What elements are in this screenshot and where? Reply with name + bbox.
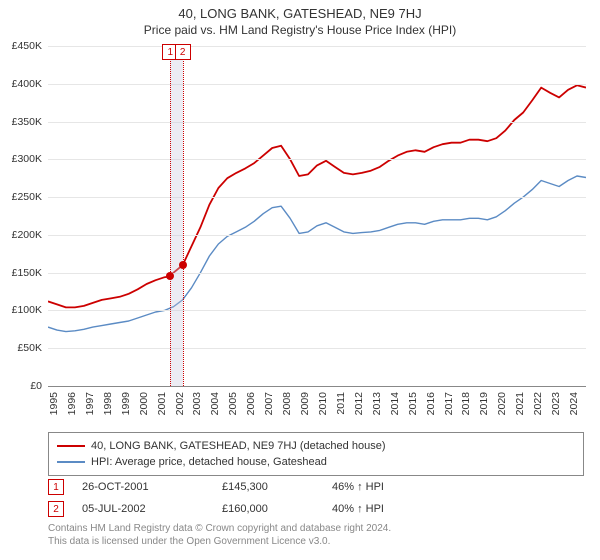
legend-item: HPI: Average price, detached house, Gate… [57, 454, 575, 470]
gridline [48, 84, 586, 85]
x-axis: 1995 1996 1997 1998 1999 2000 2001 2002 2003 2004… [48, 388, 586, 436]
x-tick-label: 2001 [156, 392, 168, 415]
legend-swatch [57, 461, 85, 463]
x-tick-label: 2016 [425, 392, 437, 415]
footer-line-2: This data is licensed under the Open Gov… [48, 535, 584, 548]
gridline [48, 273, 586, 274]
y-tick-label: £100K [12, 304, 42, 316]
legend-label: 40, LONG BANK, GATESHEAD, NE9 7HJ (detac… [91, 440, 385, 452]
x-tick-label: 2008 [281, 392, 293, 415]
transaction-pct: 40% ↑ HPI [332, 503, 432, 515]
transaction-date: 26-OCT-2001 [82, 481, 222, 493]
x-tick-label: 2019 [478, 392, 490, 415]
footer-line-1: Contains HM Land Registry data © Crown c… [48, 522, 584, 535]
legend-label: HPI: Average price, detached house, Gate… [91, 456, 327, 468]
chart-lines [48, 46, 586, 386]
x-tick-label: 2000 [138, 392, 150, 415]
chart-marker-dot [166, 272, 174, 280]
transaction-marker: 1 [48, 479, 64, 495]
transaction-date: 05-JUL-2002 [82, 503, 222, 515]
x-tick-label: 2020 [496, 392, 508, 415]
y-tick-label: £0 [30, 380, 42, 392]
x-tick-label: 2006 [245, 392, 257, 415]
chart-marker-dot [179, 261, 187, 269]
chart-plot-area: 12 [48, 46, 586, 387]
chart-subtitle: Price paid vs. HM Land Registry's House … [0, 21, 600, 41]
y-tick-label: £450K [12, 40, 42, 52]
x-tick-label: 2004 [209, 392, 221, 415]
x-tick-label: 2007 [263, 392, 275, 415]
gridline [48, 122, 586, 123]
x-tick-label: 2018 [460, 392, 472, 415]
transaction-pct: 46% ↑ HPI [332, 481, 432, 493]
marker-vline [170, 46, 171, 386]
highlight-band [170, 46, 182, 386]
x-tick-label: 2003 [191, 392, 203, 415]
chart-title: 40, LONG BANK, GATESHEAD, NE9 7HJ [0, 0, 600, 21]
x-tick-label: 2012 [353, 392, 365, 415]
chart-marker-box: 2 [175, 44, 191, 60]
x-tick-label: 2010 [317, 392, 329, 415]
transactions-table: 1 26-OCT-2001£145,30046% ↑ HPI 2 05-JUL-200… [48, 476, 584, 520]
legend: 40, LONG BANK, GATESHEAD, NE9 7HJ (detac… [48, 432, 584, 476]
legend-swatch [57, 445, 85, 447]
x-tick-label: 2022 [532, 392, 544, 415]
marker-vline [183, 46, 184, 386]
x-tick-label: 1999 [120, 392, 132, 415]
x-tick-label: 2013 [371, 392, 383, 415]
gridline [48, 235, 586, 236]
x-tick-label: 2017 [443, 392, 455, 415]
gridline [48, 310, 586, 311]
transaction-row: 2 05-JUL-2002£160,00040% ↑ HPI [48, 498, 584, 520]
y-tick-label: £50K [17, 342, 42, 354]
x-tick-label: 2009 [299, 392, 311, 415]
gridline [48, 197, 586, 198]
x-tick-label: 2005 [227, 392, 239, 415]
x-tick-label: 1996 [66, 392, 78, 415]
y-tick-label: £250K [12, 191, 42, 203]
x-tick-label: 2023 [550, 392, 562, 415]
y-tick-label: £350K [12, 116, 42, 128]
gridline [48, 159, 586, 160]
x-tick-label: 2014 [389, 392, 401, 415]
x-tick-label: 2011 [335, 392, 347, 415]
y-axis: £0£50K£100K£150K£200K£250K£300K£350K£400… [0, 46, 46, 386]
transaction-price: £160,000 [222, 503, 332, 515]
x-tick-label: 2015 [407, 392, 419, 415]
x-tick-label: 2021 [514, 392, 526, 415]
gridline [48, 46, 586, 47]
series-line [48, 176, 586, 332]
transaction-price: £145,300 [222, 481, 332, 493]
x-tick-label: 2024 [568, 392, 580, 415]
y-tick-label: £400K [12, 78, 42, 90]
transaction-marker: 2 [48, 501, 64, 517]
x-tick-label: 1998 [102, 392, 114, 415]
legend-item: 40, LONG BANK, GATESHEAD, NE9 7HJ (detac… [57, 438, 575, 454]
x-tick-label: 1995 [48, 392, 60, 415]
transaction-row: 1 26-OCT-2001£145,30046% ↑ HPI [48, 476, 584, 498]
y-tick-label: £300K [12, 153, 42, 165]
gridline [48, 348, 586, 349]
y-tick-label: £150K [12, 267, 42, 279]
footer-attribution: Contains HM Land Registry data © Crown c… [48, 522, 584, 548]
x-tick-label: 1997 [84, 392, 96, 415]
y-tick-label: £200K [12, 229, 42, 241]
x-tick-label: 2002 [174, 392, 186, 415]
